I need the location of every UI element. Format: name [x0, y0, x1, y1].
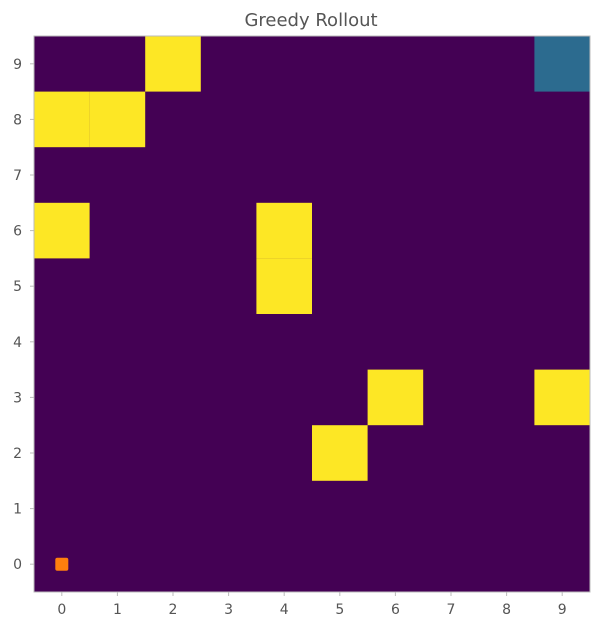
- x-tick-label: 5: [335, 602, 344, 618]
- y-tick-label: 2: [13, 446, 22, 462]
- x-tick-label: 9: [558, 602, 567, 618]
- cells-layer: [34, 36, 590, 481]
- y-tick-label: 3: [13, 390, 22, 406]
- chart-title: Greedy Rollout: [244, 10, 377, 31]
- y-axis: 0 1 2 3 4 5 6 7 8 9: [13, 57, 34, 573]
- obstacle-cell: [34, 91, 90, 148]
- y-tick-label: 8: [13, 112, 22, 128]
- x-tick-label: 2: [169, 602, 178, 618]
- obstacle-cell: [89, 91, 146, 148]
- x-tick-label: 4: [280, 602, 289, 618]
- agent-marker: [55, 557, 69, 571]
- x-tick-label: 8: [502, 602, 511, 618]
- obstacle-cell: [312, 425, 368, 481]
- y-tick-label: 9: [13, 57, 22, 73]
- y-tick-label: 6: [13, 224, 22, 240]
- obstacle-cell: [367, 369, 424, 426]
- y-tick-label: 5: [13, 279, 22, 295]
- x-tick-label: 3: [224, 602, 233, 618]
- x-tick-label: 0: [57, 602, 66, 618]
- x-axis: 0 1 2 3 4 5 6 7 8 9: [57, 592, 567, 618]
- y-tick-label: 7: [13, 168, 22, 184]
- y-tick-label: 0: [13, 557, 22, 573]
- obstacle-cell: [256, 202, 312, 259]
- x-tick-label: 1: [113, 602, 122, 618]
- obstacle-cell: [256, 258, 312, 314]
- obstacle-cell: [34, 202, 90, 259]
- x-tick-label: 7: [447, 602, 456, 618]
- y-tick-label: 4: [13, 335, 22, 351]
- obstacle-cell: [145, 36, 201, 92]
- goal-cell: [534, 36, 590, 92]
- y-tick-label: 1: [13, 502, 22, 518]
- obstacle-cell: [534, 369, 590, 426]
- plot-frame: [33, 35, 591, 593]
- agent-layer: [55, 557, 69, 571]
- x-tick-label: 6: [391, 602, 400, 618]
